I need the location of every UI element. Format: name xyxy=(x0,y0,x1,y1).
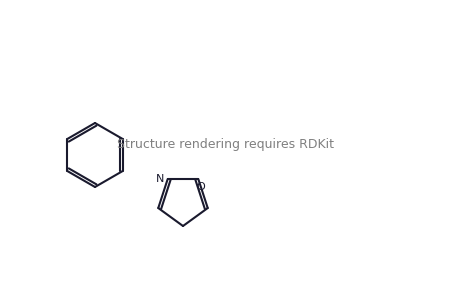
Text: Structure rendering requires RDKit: Structure rendering requires RDKit xyxy=(117,138,334,151)
Text: O: O xyxy=(195,182,204,192)
Text: N: N xyxy=(155,174,164,184)
